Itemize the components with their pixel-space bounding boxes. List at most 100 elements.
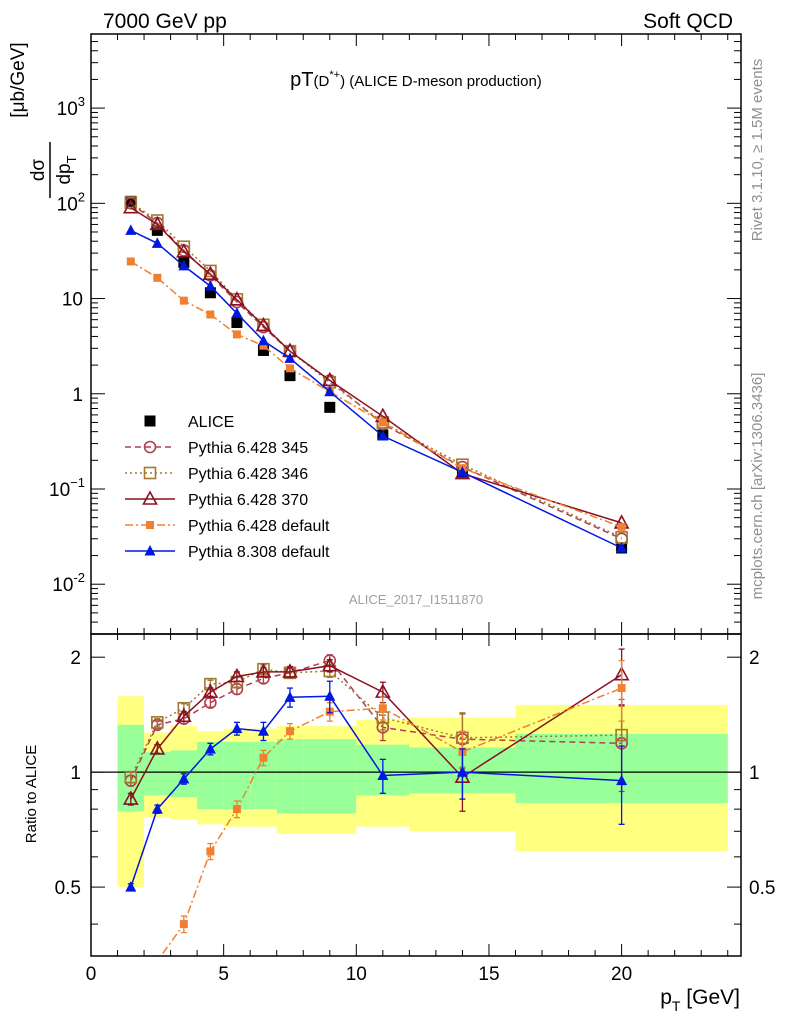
main-series-4 [126, 257, 626, 531]
main-point-3-5 [255, 316, 272, 332]
x-tick-label-0: 0 [86, 964, 97, 985]
svg-text:dpT: dpT [54, 155, 79, 184]
legend-label-1: Pythia 6.428 345 [188, 440, 308, 457]
x-axis-label: pT [GeV] [660, 986, 740, 1014]
main-point-5-7 [324, 385, 336, 397]
main-point-4-2 [179, 296, 188, 305]
main-y-tick-label-5: 103 [57, 94, 85, 120]
chart-title: pT(D*+) (ALICE D-meson production) [290, 69, 542, 91]
x-tick-label-20: 20 [611, 964, 632, 985]
ratio-point-4-9 [456, 766, 468, 777]
main-point-5-2 [178, 259, 190, 271]
legend-marker-5 [144, 545, 156, 556]
ratio-point-3-2 [179, 920, 188, 929]
main-point-5-6 [284, 352, 296, 363]
header-left: 7000 GeV pp [103, 10, 227, 33]
main-point-5-10 [616, 542, 628, 553]
band-inner-4 [223, 741, 251, 810]
band-inner-6 [276, 739, 304, 814]
ratio-point-1-0 [124, 770, 138, 784]
ratio-point-3-8 [378, 704, 387, 713]
ratio-point-4-8 [377, 769, 389, 780]
main-point-4-8 [378, 418, 387, 427]
ratio-point-4-0 [125, 881, 137, 892]
legend-item-0: ALICE [144, 414, 234, 431]
ratio-point-2-3 [202, 683, 219, 698]
axes-layer: 0 5 10 15 20 10-2 10−1 1 10 102 103 0.5 0.5 1 1 2 2 [49, 33, 775, 985]
main-series-layer [122, 195, 630, 554]
main-point-0-3 [204, 287, 216, 299]
legend-label-4: Pythia 6.428 default [188, 518, 330, 535]
ratio-point-3-1 [153, 957, 161, 965]
legend-label-5: Pythia 8.308 default [188, 544, 330, 561]
main-point-0-1 [151, 224, 163, 236]
main-point-5-0 [125, 224, 137, 235]
ratio-point-2-6 [282, 663, 298, 678]
legend-item-5: Pythia 8.308 default [125, 544, 330, 561]
x-tick-label-15: 15 [478, 964, 499, 985]
main-point-4-10 [617, 522, 626, 531]
ratio-point-2-2 [176, 707, 192, 723]
ratio-y-axis-label: Ratio to ALICE [23, 745, 40, 843]
ratio-series-line-3 [160, 687, 622, 956]
ratio-y-tick-label-right-2: 2 [749, 648, 760, 669]
ratio-series-line-1 [130, 668, 622, 778]
main-point-0-7 [324, 401, 336, 413]
main-series-line-1 [130, 202, 622, 540]
band-inner-1 [144, 751, 171, 796]
legend-item-3: Pythia 6.428 370 [125, 490, 308, 509]
x-tick-label-10: 10 [346, 964, 367, 985]
ratio-point-1-10 [615, 728, 628, 742]
main-series-5 [125, 224, 628, 553]
ratio-series-4 [125, 680, 628, 892]
legend-label-2: Pythia 6.428 346 [188, 466, 308, 483]
ratio-point-4-6 [284, 691, 296, 702]
legend-marker-2 [143, 466, 157, 480]
ratio-y-tick-label-right-1: 1 [749, 763, 760, 784]
main-point-5-9 [456, 466, 468, 477]
main-point-5-5 [257, 334, 269, 346]
main-point-4-1 [153, 273, 162, 282]
main-point-3-1 [149, 215, 166, 231]
ratio-point-2-5 [255, 663, 272, 678]
main-point-4-6 [285, 364, 294, 373]
main-y-tick-label-4: 102 [57, 189, 85, 215]
mcplots-label: mcplots.cern.ch [arXiv:1306.3436] [749, 373, 766, 600]
ratio-y-tick-label-right-0.5: 0.5 [749, 878, 775, 899]
legend-item-4: Pythia 6.428 default [125, 518, 330, 535]
ratio-point-2-1 [149, 740, 166, 755]
x-tick-label-5: 5 [218, 964, 229, 985]
main-point-5-4 [231, 307, 243, 318]
main-point-2-3 [204, 264, 217, 278]
main-y-axis-label: dσ dpT [28, 142, 79, 198]
main-y-tick-label-3: 10 [62, 290, 83, 311]
main-series-line-4 [130, 260, 622, 528]
main-point-0-4 [231, 317, 243, 329]
ratio-point-4-7 [324, 690, 336, 701]
ratio-point-3-4 [232, 805, 241, 814]
ratio-point-4-2 [178, 772, 190, 784]
legend: ALICE Pythia 6.428 345 Pythia 6.428 346 Pyt… [125, 414, 330, 561]
ratio-point-4-3 [204, 742, 216, 754]
main-point-4-0 [126, 257, 135, 266]
ratio-point-3-0 [127, 1005, 135, 1013]
rivet-version-label: Rivet 3.1.10, ≥ 1.5M events [749, 59, 766, 242]
ratio-point-4-1 [151, 803, 163, 814]
main-point-0-5 [257, 344, 269, 356]
main-point-5-1 [151, 237, 163, 248]
main-y-tick-label-2: 1 [72, 385, 83, 406]
main-point-4-4 [232, 330, 241, 339]
ratio-point-2-7 [321, 657, 338, 672]
legend-item-2: Pythia 6.428 346 [125, 466, 308, 483]
legend-label-0: ALICE [188, 414, 234, 431]
main-point-4-5 [259, 341, 268, 350]
ratio-uncertainty-bands [91, 696, 741, 888]
ratio-series-layer [122, 648, 630, 1013]
band-inner-7 [303, 739, 357, 814]
ratio-point-2-4 [229, 667, 245, 683]
main-point-3-3 [202, 265, 219, 281]
main-series-line-2 [130, 201, 622, 539]
ratio-point-4-5 [257, 725, 269, 736]
legend-item-1: Pythia 6.428 345 [125, 440, 308, 457]
